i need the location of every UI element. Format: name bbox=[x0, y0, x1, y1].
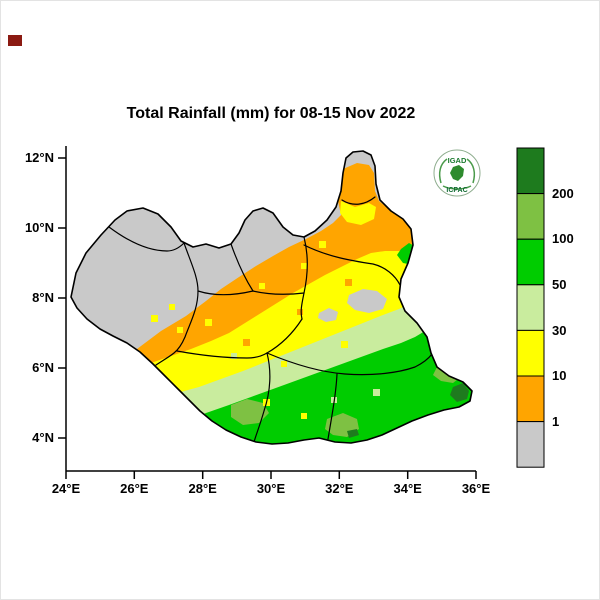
state-boundary-line bbox=[252, 290, 305, 295]
legend-segment-30-50 bbox=[516, 284, 545, 331]
legend-label-100: 100 bbox=[552, 231, 574, 246]
rain-speckle bbox=[301, 413, 307, 419]
x-axis-tick-label: 32°E bbox=[325, 481, 354, 496]
state-boundary-line bbox=[303, 244, 401, 286]
rain-speckle bbox=[373, 389, 380, 396]
rain-speckle bbox=[151, 315, 158, 322]
legend-segment-over-200 bbox=[516, 147, 545, 195]
y-axis-tick-label: 12°N bbox=[25, 150, 54, 165]
legend-segment-10-30 bbox=[516, 329, 545, 377]
state-boundary-line bbox=[300, 236, 308, 320]
state-boundary-line bbox=[266, 352, 433, 376]
y-axis-tick-label: 10°N bbox=[25, 220, 54, 235]
state-boundary-line bbox=[253, 352, 271, 443]
rain-speckle bbox=[231, 353, 237, 359]
rain-speckle bbox=[393, 227, 399, 233]
state-boundary-line bbox=[341, 196, 376, 205]
rainfall-raster bbox=[71, 151, 472, 444]
state-boundary-line bbox=[108, 226, 185, 252]
rain-speckle bbox=[177, 327, 183, 333]
legend-segment-below-1 bbox=[516, 421, 545, 468]
logo-wreath-bottom bbox=[442, 185, 472, 190]
legend-label-1: 1 bbox=[552, 414, 559, 429]
rain-speckle bbox=[341, 341, 348, 348]
axes bbox=[58, 146, 477, 479]
rain-speckle bbox=[281, 361, 287, 367]
plot-title: Total Rainfall (mm) for 08-15 Nov 2022 bbox=[127, 105, 416, 122]
rain-patch-100-200mm-a bbox=[231, 399, 269, 425]
legend-segment-50-100 bbox=[516, 238, 545, 286]
rain-speckle bbox=[345, 279, 352, 286]
x-axis-tick-label: 30°E bbox=[257, 481, 286, 496]
rain-speckle bbox=[297, 309, 303, 315]
rain-patch-yellow-protrusion-base bbox=[340, 201, 376, 225]
x-axis-tick-label: 28°E bbox=[189, 481, 218, 496]
rain-speckle bbox=[205, 319, 212, 326]
legend-segment-100-200 bbox=[516, 193, 545, 240]
x-axis-tick-label: 26°E bbox=[120, 481, 149, 496]
rain-speckle bbox=[259, 283, 265, 289]
state-boundaries bbox=[108, 196, 433, 443]
rain-patch-over-200mm-b bbox=[347, 429, 359, 438]
country-outline bbox=[70, 150, 473, 445]
logo-wreath-left bbox=[438, 158, 448, 184]
y-axis-tick-label: 6°N bbox=[32, 360, 54, 375]
logo-wreath-right bbox=[466, 158, 476, 184]
rain-patch-gray-jonglei-1 bbox=[347, 289, 387, 313]
rain-patch-gray-jonglei-2 bbox=[318, 308, 338, 322]
state-boundary-line bbox=[197, 290, 254, 296]
igad-icpac-logo: IGAD ICPAC bbox=[433, 149, 481, 197]
rain-speckle bbox=[243, 339, 250, 346]
logo-icpac-text: ICPAC bbox=[446, 187, 467, 194]
x-axis-tick-label: 24°E bbox=[52, 481, 81, 496]
legend-colorbar bbox=[516, 147, 545, 468]
legend-label-30: 30 bbox=[552, 323, 566, 338]
rain-speckle bbox=[301, 263, 307, 269]
logo-igad-text: IGAD bbox=[448, 156, 467, 165]
state-boundary-line bbox=[155, 242, 199, 366]
legend-segment-1-10 bbox=[516, 375, 545, 423]
state-boundary-line bbox=[176, 350, 268, 359]
state-boundary-line bbox=[266, 318, 303, 354]
y-axis-tick-label: 8°N bbox=[32, 290, 54, 305]
legend-label-50: 50 bbox=[552, 277, 566, 292]
y-axis-tick-label: 4°N bbox=[32, 430, 54, 445]
rain-speckle bbox=[319, 241, 326, 248]
legend-label-10: 10 bbox=[552, 368, 566, 383]
rain-patch-over-200mm-a bbox=[450, 383, 469, 402]
logo-africa-icon bbox=[450, 165, 464, 181]
x-axis-tick-label: 36°E bbox=[462, 481, 491, 496]
state-boundary-line bbox=[327, 373, 338, 440]
state-boundary-line bbox=[230, 243, 254, 292]
red-artifact-mark bbox=[8, 35, 22, 46]
x-axis-tick-label: 34°E bbox=[394, 481, 423, 496]
legend-label-200: 200 bbox=[552, 186, 574, 201]
rain-speckle bbox=[169, 304, 175, 310]
